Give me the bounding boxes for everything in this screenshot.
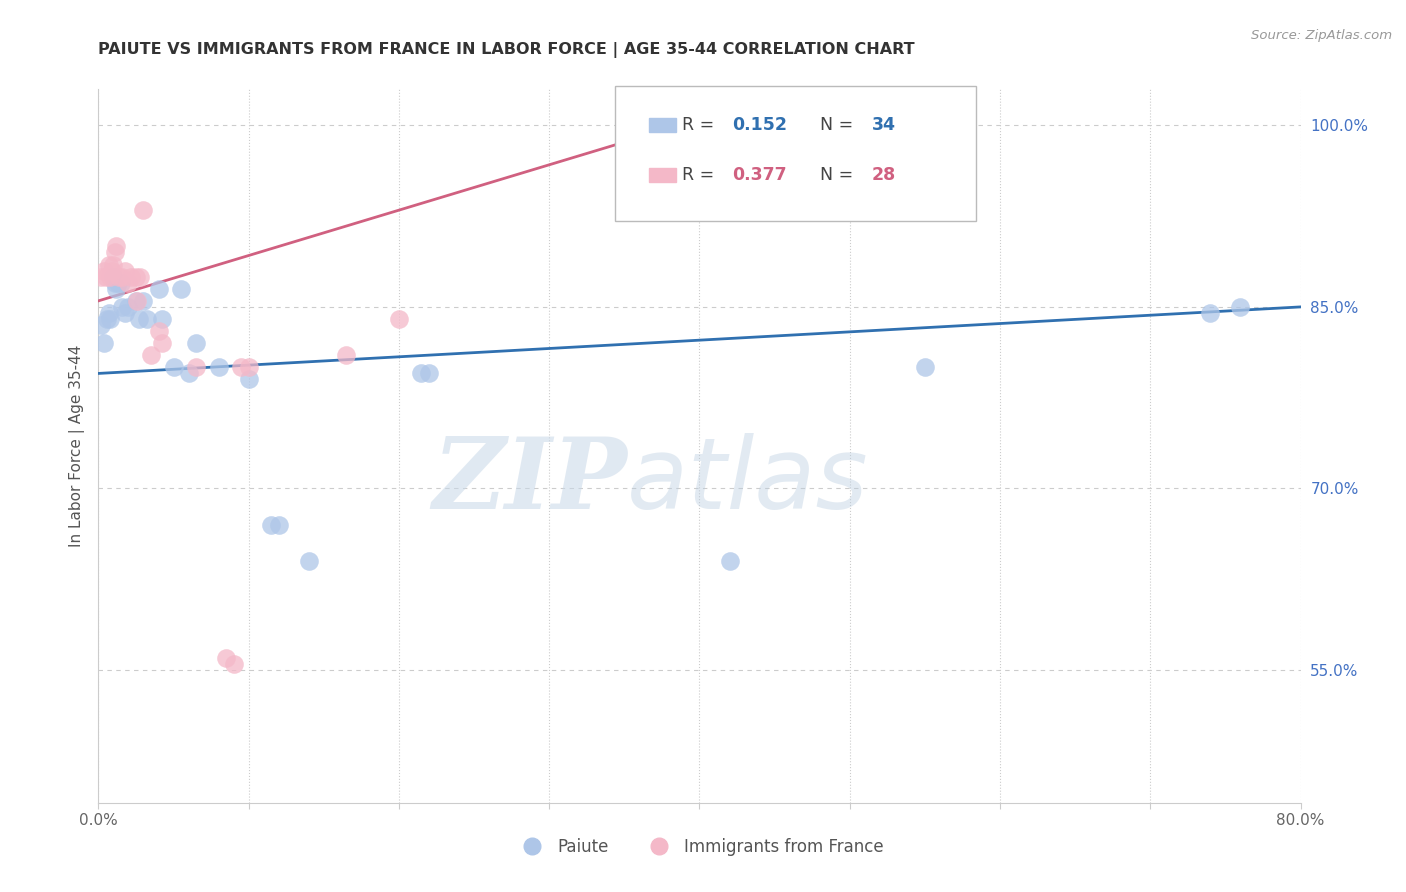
Point	[132, 203, 155, 218]
Text: N =: N =	[820, 166, 859, 184]
Point	[114, 263, 136, 277]
Text: 0.377: 0.377	[733, 166, 787, 184]
Point	[260, 517, 283, 532]
Point	[222, 657, 245, 671]
Point	[101, 263, 124, 277]
Text: R =: R =	[682, 166, 720, 184]
Text: PAIUTE VS IMMIGRANTS FROM FRANCE IN LABOR FORCE | AGE 35-44 CORRELATION CHART: PAIUTE VS IMMIGRANTS FROM FRANCE IN LABO…	[98, 42, 915, 58]
Point	[914, 360, 936, 375]
Point	[418, 367, 440, 381]
Point	[97, 258, 120, 272]
Point	[132, 293, 155, 308]
Point	[129, 269, 152, 284]
Point	[103, 258, 125, 272]
Text: Source: ZipAtlas.com: Source: ZipAtlas.com	[1251, 29, 1392, 42]
Point	[215, 650, 238, 665]
Point	[104, 276, 127, 290]
Point	[111, 300, 134, 314]
Point	[128, 312, 150, 326]
Text: 0.152: 0.152	[733, 116, 787, 134]
Point	[93, 263, 115, 277]
Legend: Paiute, Immigrants from France: Paiute, Immigrants from France	[509, 831, 890, 863]
Text: 28: 28	[872, 166, 896, 184]
Point	[335, 348, 357, 362]
Point	[267, 517, 290, 532]
Point	[148, 282, 170, 296]
Point	[105, 282, 128, 296]
Text: atlas: atlas	[627, 434, 869, 530]
Point	[117, 300, 139, 314]
Point	[110, 276, 132, 290]
Point	[96, 312, 118, 326]
Point	[170, 282, 193, 296]
Point	[148, 324, 170, 338]
Point	[139, 348, 162, 362]
Point	[100, 312, 122, 326]
Text: N =: N =	[820, 116, 859, 134]
Point	[90, 269, 112, 284]
FancyBboxPatch shape	[616, 86, 976, 221]
Point	[105, 239, 128, 253]
Point	[90, 318, 112, 332]
Point	[125, 269, 148, 284]
Point	[117, 276, 139, 290]
Point	[184, 336, 207, 351]
Point	[150, 312, 173, 326]
Point	[108, 269, 131, 284]
Point	[111, 269, 134, 284]
Point	[93, 336, 115, 351]
FancyBboxPatch shape	[650, 168, 676, 182]
Point	[298, 554, 321, 568]
Point	[100, 269, 122, 284]
Point	[238, 360, 260, 375]
Y-axis label: In Labor Force | Age 35-44: In Labor Force | Age 35-44	[69, 345, 84, 547]
Point	[104, 245, 127, 260]
Point	[162, 360, 184, 375]
Point	[1229, 300, 1251, 314]
Point	[388, 312, 411, 326]
Point	[238, 372, 260, 386]
Point	[97, 306, 120, 320]
Point	[177, 367, 200, 381]
Text: 34: 34	[872, 116, 896, 134]
Point	[94, 269, 117, 284]
Point	[107, 276, 129, 290]
Text: ZIP: ZIP	[433, 434, 627, 530]
Point	[231, 360, 253, 375]
Point	[150, 336, 173, 351]
Text: R =: R =	[682, 116, 720, 134]
FancyBboxPatch shape	[650, 118, 676, 132]
Point	[208, 360, 231, 375]
Point	[127, 293, 149, 308]
Point	[121, 269, 143, 284]
Point	[135, 312, 157, 326]
Point	[1199, 306, 1222, 320]
Point	[103, 269, 125, 284]
Point	[411, 367, 433, 381]
Point	[114, 306, 136, 320]
Point	[718, 554, 741, 568]
Point	[184, 360, 207, 375]
Point	[125, 293, 148, 308]
